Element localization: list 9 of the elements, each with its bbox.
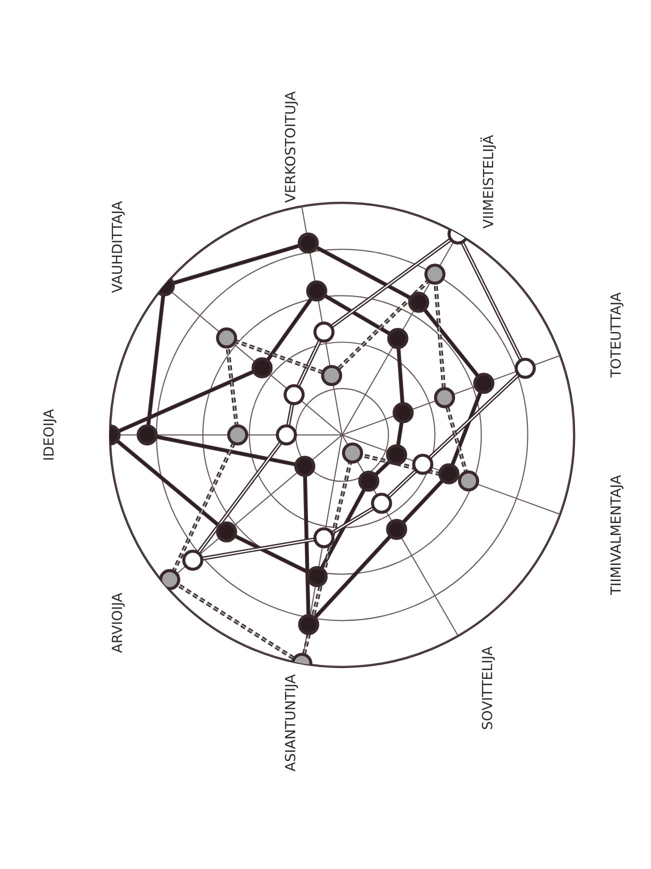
spoke-label: IDEOIJA (43, 409, 56, 460)
spoke-label: VAUHDITTAJA (112, 201, 125, 293)
spoke-label: VERKOSTOITUJA (284, 91, 298, 203)
spoke-label: ARVIOIJA (112, 592, 125, 653)
spoke-label: TOTEUTTAJA (610, 292, 624, 378)
spoke-label: SOVITTELIJA (482, 646, 495, 730)
spoke-label: VIIMEISTELIJÄ (480, 134, 496, 229)
spoke-label: TIIMIVALMENTAJA (610, 475, 624, 595)
spoke-label: ASIANTUNTIJA (284, 674, 298, 772)
